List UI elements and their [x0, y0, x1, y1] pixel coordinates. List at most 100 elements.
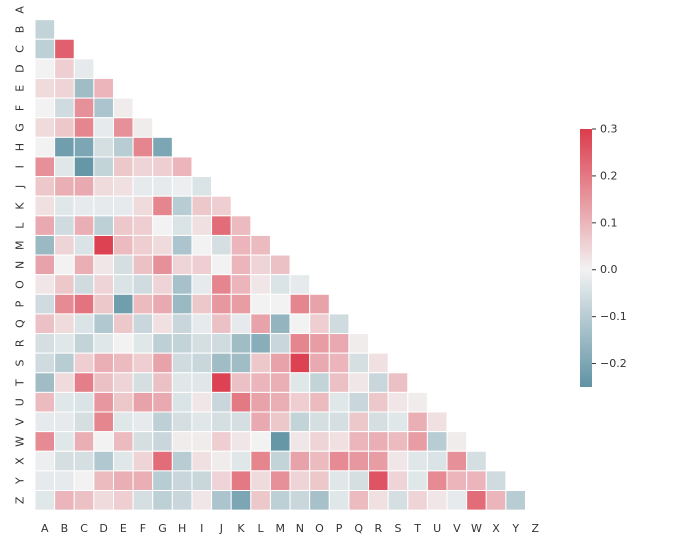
heatmap-cell-Y-A — [34, 470, 56, 492]
heatmap-cell-S-L — [250, 352, 271, 374]
heatmap-cell-R-M — [269, 333, 291, 354]
heatmap-cell-P-M — [269, 293, 291, 315]
y-tick-label: C — [14, 45, 27, 53]
heatmap-cell-I-G — [152, 156, 173, 178]
heatmap-cell-Q-G — [152, 313, 173, 335]
heatmap-cell-J-I — [191, 176, 213, 197]
heatmap-cell-S-A — [34, 352, 56, 374]
heatmap-cell-V-C — [73, 411, 95, 433]
heatmap-cell-R-K — [230, 333, 252, 354]
heatmap-cell-N-K — [230, 254, 252, 276]
heatmap-cell-O-A — [34, 274, 56, 295]
heatmap-cell-Z-P — [328, 490, 350, 511]
heatmap-cell-Z-C — [73, 490, 95, 511]
heatmap-cell-M-C — [73, 234, 95, 256]
heatmap-cell-I-E — [112, 156, 134, 178]
x-tick-label: M — [276, 522, 286, 535]
heatmap-cell-R-H — [171, 333, 193, 354]
heatmap-cell-I-D — [93, 156, 114, 178]
heatmap-cell-Z-R — [368, 490, 389, 511]
heatmap-cell-U-F — [132, 391, 154, 413]
heatmap-cell-O-G — [152, 274, 173, 295]
heatmap-cell-J-B — [54, 176, 75, 197]
x-tick-label: C — [80, 522, 88, 535]
heatmap-cell-Q-H — [171, 313, 193, 335]
heatmap-cell-W-Q — [348, 431, 370, 452]
x-tick-label: X — [492, 522, 500, 535]
heatmap-cell-S-M — [269, 352, 291, 374]
heatmap-cell-L-E — [112, 215, 134, 236]
heatmap-cell-O-D — [93, 274, 114, 295]
heatmap-cell-O-I — [191, 274, 213, 295]
heatmap-cell-T-G — [152, 372, 173, 393]
heatmap-cell-U-B — [54, 391, 75, 413]
heatmap-cell-O-H — [171, 274, 193, 295]
heatmap-cell-P-N — [289, 293, 311, 315]
heatmap-cell-T-R — [368, 372, 389, 393]
heatmap-cell-V-M — [269, 411, 291, 433]
heatmap-cell-Z-Y — [505, 490, 527, 511]
heatmap-cell-V-J — [211, 411, 232, 433]
heatmap-cell-Z-Q — [348, 490, 370, 511]
heatmap-cell-J-A — [34, 176, 56, 197]
heatmap-cell-W-K — [230, 431, 252, 452]
heatmap-cell-H-G — [152, 136, 173, 158]
x-tick-label: Z — [532, 522, 540, 535]
x-tick-label: B — [61, 522, 69, 535]
heatmap-cell-V-G — [152, 411, 173, 433]
heatmap-cell-V-N — [289, 411, 311, 433]
heatmap-cell-R-I — [191, 333, 213, 354]
y-axis-ticks: A B C D E F G H I J K L M N O P Q R S T U V W X Y Z — [14, 6, 27, 505]
heatmap-cell-V-A — [34, 411, 56, 433]
heatmap-cell-Z-G — [152, 490, 173, 511]
heatmap-cell-R-Q — [348, 333, 370, 354]
heatmap-cell-G-C — [73, 117, 95, 138]
heatmap-cell-T-J — [211, 372, 232, 393]
heatmap-cell-L-H — [171, 215, 193, 236]
heatmap-cell-V-E — [112, 411, 134, 433]
heatmap-cell-U-L — [250, 391, 271, 413]
heatmap-cell-N-C — [73, 254, 95, 276]
heatmap-cell-X-H — [171, 450, 193, 472]
heatmap-cell-S-H — [171, 352, 193, 374]
heatmap-cell-Z-U — [426, 490, 448, 511]
colorbar: 0.3 0.2 0.1 0.0 −0.1 −0.2 — [580, 123, 627, 387]
heatmap-cell-G-B — [54, 117, 75, 138]
heatmap-cell-T-O — [309, 372, 330, 393]
heatmap-cell-N-B — [54, 254, 75, 276]
heatmap-cell-S-B — [54, 352, 75, 374]
heatmap-cell-O-M — [269, 274, 291, 295]
heatmap-cell-R-C — [73, 333, 95, 354]
heatmap-cell-Y-V — [446, 470, 468, 492]
heatmap-cell-P-L — [250, 293, 271, 315]
heatmap-cell-Q-M — [269, 313, 291, 335]
heatmap-cell-W-N — [289, 431, 311, 452]
heatmap-cell-F-B — [54, 97, 75, 119]
colorbar-ticks: 0.3 0.2 0.1 0.0 −0.1 −0.2 — [592, 123, 627, 370]
y-tick-label: B — [14, 26, 27, 34]
heatmap-cell-H-E — [112, 136, 134, 158]
heatmap-cell-J-F — [132, 176, 154, 197]
heatmap-cell-W-P — [328, 431, 350, 452]
heatmap-cell-U-D — [93, 391, 114, 413]
heatmap-cell-T-L — [250, 372, 271, 393]
heatmap-cell-P-O — [309, 293, 330, 315]
heatmap-cell-U-J — [211, 391, 232, 413]
heatmap-cell-S-N — [289, 352, 311, 374]
y-tick-label: F — [14, 105, 27, 111]
heatmap-cell-K-A — [34, 195, 56, 217]
heatmap-cell-Q-P — [328, 313, 350, 335]
heatmap-cell-X-I — [191, 450, 213, 472]
y-tick-label: J — [14, 185, 27, 189]
heatmap-cell-S-K — [230, 352, 252, 374]
heatmap-cell-M-I — [191, 234, 213, 256]
y-tick-label: H — [14, 143, 27, 151]
heatmap-cell-N-L — [250, 254, 271, 276]
heatmap-cell-P-B — [54, 293, 75, 315]
heatmap-cell-I-B — [54, 156, 75, 178]
x-tick-label: S — [394, 522, 401, 535]
heatmap-cell-L-D — [93, 215, 114, 236]
heatmap-cell-R-F — [132, 333, 154, 354]
heatmap-cell-U-S — [387, 391, 409, 413]
heatmap-cell-Y-H — [171, 470, 193, 492]
